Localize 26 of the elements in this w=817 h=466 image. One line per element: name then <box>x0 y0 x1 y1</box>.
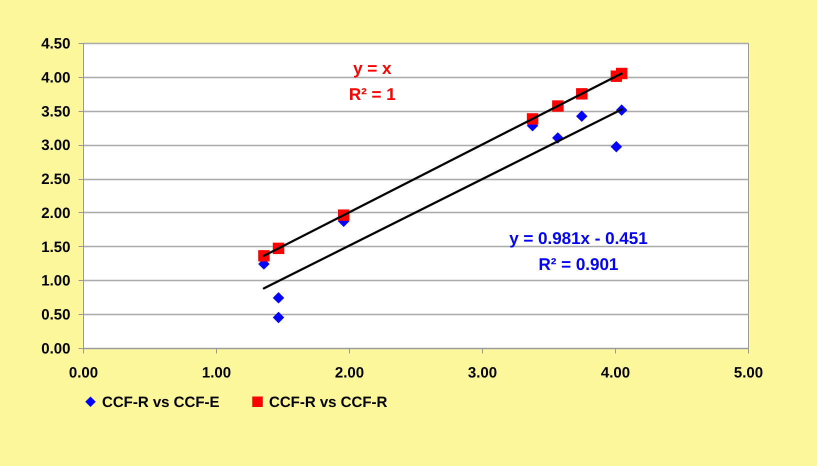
y-tick-label: 4.50 <box>41 36 70 52</box>
y-tick-label: 0.50 <box>41 306 70 324</box>
y-tick-label: 1.50 <box>41 238 70 256</box>
y-tick-label: 3.00 <box>41 137 70 154</box>
legend-label: CCF-R vs CCF-R <box>269 394 388 411</box>
x-tick-label: 5.00 <box>734 364 764 382</box>
x-tick-label: 1.00 <box>202 364 232 382</box>
x-tick-label: 3.00 <box>468 364 498 382</box>
point <box>272 312 284 324</box>
y-tick-label: 1.00 <box>41 272 70 290</box>
x-tick-label: 0.00 <box>68 364 98 382</box>
point <box>272 292 284 304</box>
point <box>576 110 588 122</box>
y-tick-label: 3.50 <box>41 103 70 120</box>
legend-label: CCF-R vs CCF-E <box>102 394 220 411</box>
y-tick-label: 0.00 <box>41 340 70 358</box>
x-tick-label: 2.00 <box>334 364 364 382</box>
y-tick-label: 4.00 <box>41 69 70 86</box>
point <box>610 141 622 152</box>
annotation: R² = 0.901 <box>538 255 618 274</box>
y-tick-label: 2.00 <box>41 204 70 222</box>
x-tick-label: 4.00 <box>600 364 630 382</box>
annotation: y = x <box>353 59 392 78</box>
annotation: R² = 1 <box>348 85 396 104</box>
y-tick-label: 2.50 <box>41 171 70 188</box>
annotation: y = 0.981x - 0.451 <box>509 229 648 248</box>
